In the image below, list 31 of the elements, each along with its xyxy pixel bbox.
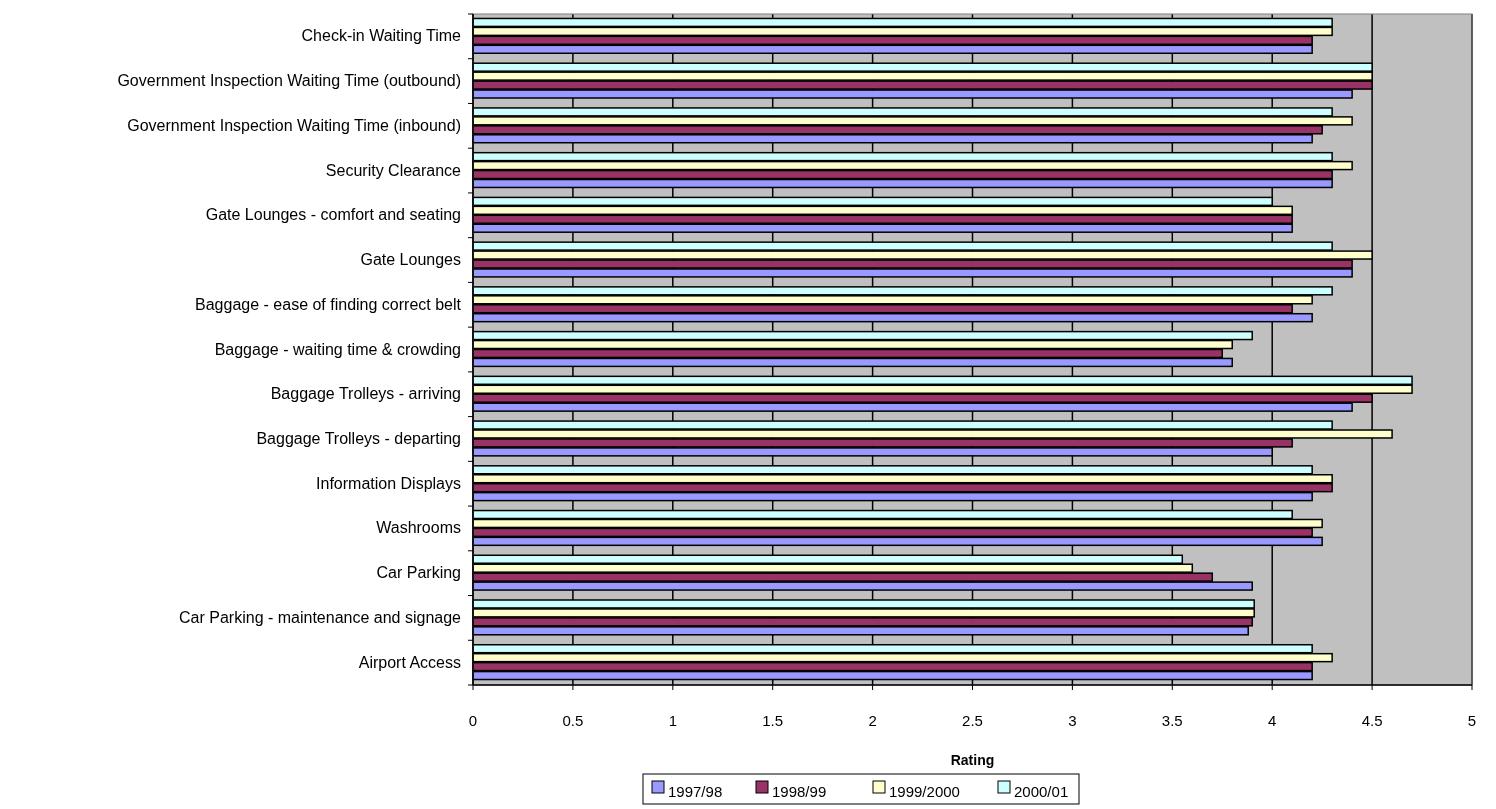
y-tick-label: Government Inspection Waiting Time (inbound) [127,116,461,134]
y-tick-label: Baggage Trolleys - departing [256,429,461,447]
y-tick-label: Washrooms [376,519,461,537]
y-tick-label: Government Inspection Waiting Time (outbound) [117,72,461,90]
legend-label: 1997/98 [668,783,723,800]
y-tick-label: Car Parking [376,564,461,582]
y-tick-label: Security Clearance [325,161,462,179]
x-tick-label: 1 [668,712,677,729]
legend-label: 2000/01 [1014,783,1069,800]
y-tick-label: Baggage - waiting time & crowding [214,340,461,358]
x-tick-label: 5 [1467,712,1477,729]
y-tick-label: Gate Lounges - comfort and seating [205,206,461,224]
y-tick-label: Baggage - ease of finding correct belt [195,295,462,313]
x-tick-label: 4 [1268,712,1277,729]
x-tick-label: 2 [868,712,877,729]
y-tick-label: Airport Access [358,653,461,671]
x-tick-label: 4.5 [1361,712,1383,729]
x-tick-label: 1.5 [762,712,784,729]
legend-label: 1999/2000 [889,783,960,800]
x-tick-label: 2.5 [962,712,983,729]
legend-label: 1998/99 [772,783,827,800]
y-tick-label: Car Parking - maintenance and signage [179,608,462,626]
y-tick-label: Information Displays [316,474,461,492]
x-tick-label: 3.5 [1161,712,1183,729]
y-tick-label: Check-in Waiting Time [301,27,462,45]
y-tick-label: Baggage Trolleys - arriving [270,385,461,403]
y-tick-label: Gate Lounges [360,251,461,269]
x-axis-title: Rating [950,752,995,768]
x-tick-label: 0 [468,712,478,729]
x-tick-label: 3 [1068,712,1077,729]
x-tick-label: 0.5 [562,712,584,729]
